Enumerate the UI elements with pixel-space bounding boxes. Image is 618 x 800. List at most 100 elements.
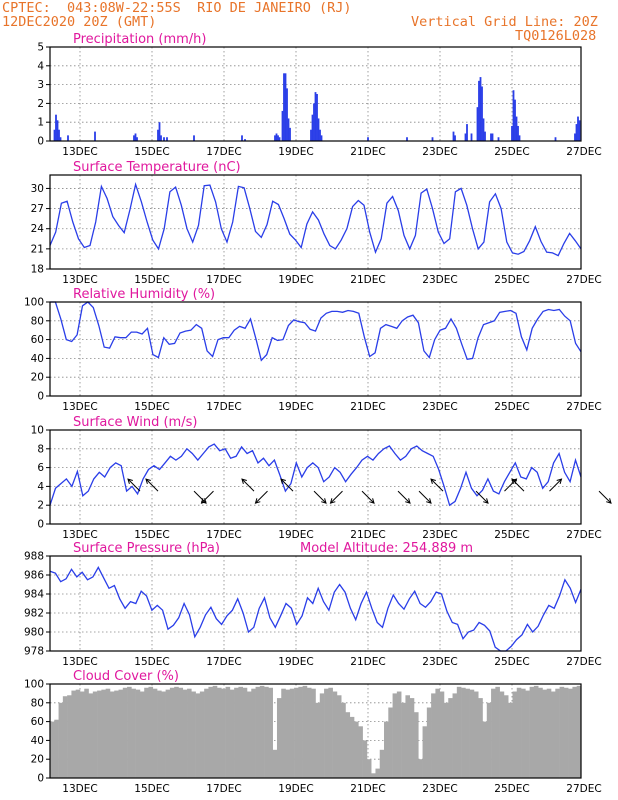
cloud-cover-bar (533, 685, 539, 778)
cloud-cover-bar (67, 695, 72, 778)
precipitation-bar (94, 131, 96, 141)
precipitation-bar (278, 137, 281, 141)
precipitation-bar (274, 135, 276, 141)
cloud-cover-bar (371, 773, 376, 778)
precipitation-bar (157, 129, 159, 141)
pressure-ytick-label: 980 (24, 627, 44, 639)
precipitation-bar (466, 124, 468, 141)
cloud-cover-bar (555, 688, 560, 778)
precipitation-ytick-label: 5 (37, 42, 44, 54)
wind-date-label: 13DEC (62, 529, 97, 541)
precipitation-bar (55, 114, 57, 141)
wind-arrow-head (145, 478, 151, 485)
precipitation-bar (314, 92, 317, 141)
precipitation-date-label: 17DEC (206, 146, 241, 158)
cloud-cover-bar (294, 687, 299, 778)
wind-frame (49, 429, 582, 525)
temperature-line (49, 181, 582, 257)
cloud-cover-bar (54, 719, 59, 778)
precipitation-bar (515, 116, 518, 141)
precipitation-bar (166, 137, 168, 141)
wind-arrow-head (405, 498, 411, 504)
precipitation-bar (160, 135, 162, 141)
humidity-ytick-label: 100 (24, 297, 44, 309)
pressure-ytick-label: 984 (24, 589, 44, 601)
precipitation-bar (136, 137, 138, 141)
precipitation-bar (311, 114, 314, 141)
cloud-cover-bar (238, 686, 244, 778)
cloud-cover-bar (503, 695, 509, 778)
pressure-date-label: 27DEC (566, 656, 601, 668)
wind-line (49, 443, 582, 507)
cloud-cover-bar (396, 691, 402, 778)
cloud-cover-date-label: 25DEC (494, 783, 529, 795)
wind-arrow (598, 490, 612, 504)
temperature-panel: 18 21 24 27 30 13DEC 15DEC 17DEC 19DEC 21DEC 23DEC… (31, 160, 602, 286)
cloud-cover-date-label: 19DEC (278, 783, 313, 795)
cloud-cover-bar (127, 686, 132, 778)
cloud-cover-bar (358, 726, 363, 778)
wind-arrow (361, 490, 375, 504)
precipitation-bar (289, 127, 291, 141)
wind-arrow-head (329, 498, 336, 504)
cloud-cover-bar (379, 749, 385, 778)
wind-arrow (549, 478, 562, 492)
cloud-cover-bar (234, 687, 239, 778)
wind-arrow-head (280, 478, 286, 485)
pressure-line (49, 566, 582, 652)
precipitation-bar (158, 122, 161, 141)
wind-arrow (127, 478, 141, 492)
wind-arrow (430, 478, 444, 492)
precipitation-bar (313, 103, 315, 141)
pressure-date-label: 25DEC (494, 656, 529, 668)
wind-ytick-label: 10 (31, 425, 44, 437)
precipitation-bar (452, 131, 455, 141)
temperature-ytick-label: 21 (31, 243, 44, 255)
temperature-frame (49, 174, 582, 270)
cloud-cover-bar (362, 740, 368, 778)
cloud-cover-bar (542, 689, 548, 778)
pressure-date-label: 21DEC (350, 656, 385, 668)
cloud-cover-bar (105, 688, 111, 778)
cloud-cover-bar (217, 687, 222, 778)
wind-date-label: 15DEC (134, 529, 169, 541)
wind-arrow (475, 490, 489, 504)
wind-arrow-head (430, 478, 436, 485)
cloud-cover-bar (388, 707, 393, 778)
humidity-ytick-label: 20 (31, 372, 44, 384)
wind-date-label: 27DEC (566, 529, 601, 541)
wind-arrow (193, 490, 207, 504)
cloud-cover-bar (101, 689, 106, 778)
cloud-cover-bar (165, 689, 171, 778)
temperature-ytick-label: 27 (31, 203, 44, 215)
temperature-date-label: 13DEC (62, 274, 97, 286)
precipitation-bar (134, 133, 137, 141)
cloud-cover-bar (251, 688, 256, 778)
cloud-cover-bar (461, 687, 466, 778)
pressure-date-label: 23DEC (422, 656, 457, 668)
pressure-annotation: Model Altitude: 254.889 m (300, 541, 473, 556)
cloud-cover-bar (182, 689, 188, 778)
cloud-cover-bar (97, 690, 102, 778)
precipitation-bar (575, 124, 578, 141)
cloud-cover-bar (298, 686, 303, 778)
temperature-date-label: 17DEC (206, 274, 241, 286)
cloud-cover-bar (191, 691, 196, 778)
precipitation-bar (490, 133, 492, 141)
precipitation-bar (275, 133, 278, 141)
cloud-cover-bar (473, 691, 479, 778)
cloud-cover-bar (563, 687, 569, 778)
wind-date-label: 25DEC (494, 529, 529, 541)
cloud-cover-bar (315, 702, 321, 778)
precipitation-bar (193, 135, 195, 141)
cloud-cover-bar (431, 693, 436, 778)
cloud-cover-bar (529, 686, 535, 778)
cloud-cover-bar (109, 691, 115, 778)
humidity-date-label: 19DEC (278, 401, 313, 413)
cloud-cover-bar (572, 686, 578, 778)
wind-arrow (313, 490, 327, 504)
wind-arrow-head (606, 498, 612, 504)
wind-ytick-label: 2 (37, 500, 44, 512)
cloud-cover-bar (58, 702, 64, 778)
